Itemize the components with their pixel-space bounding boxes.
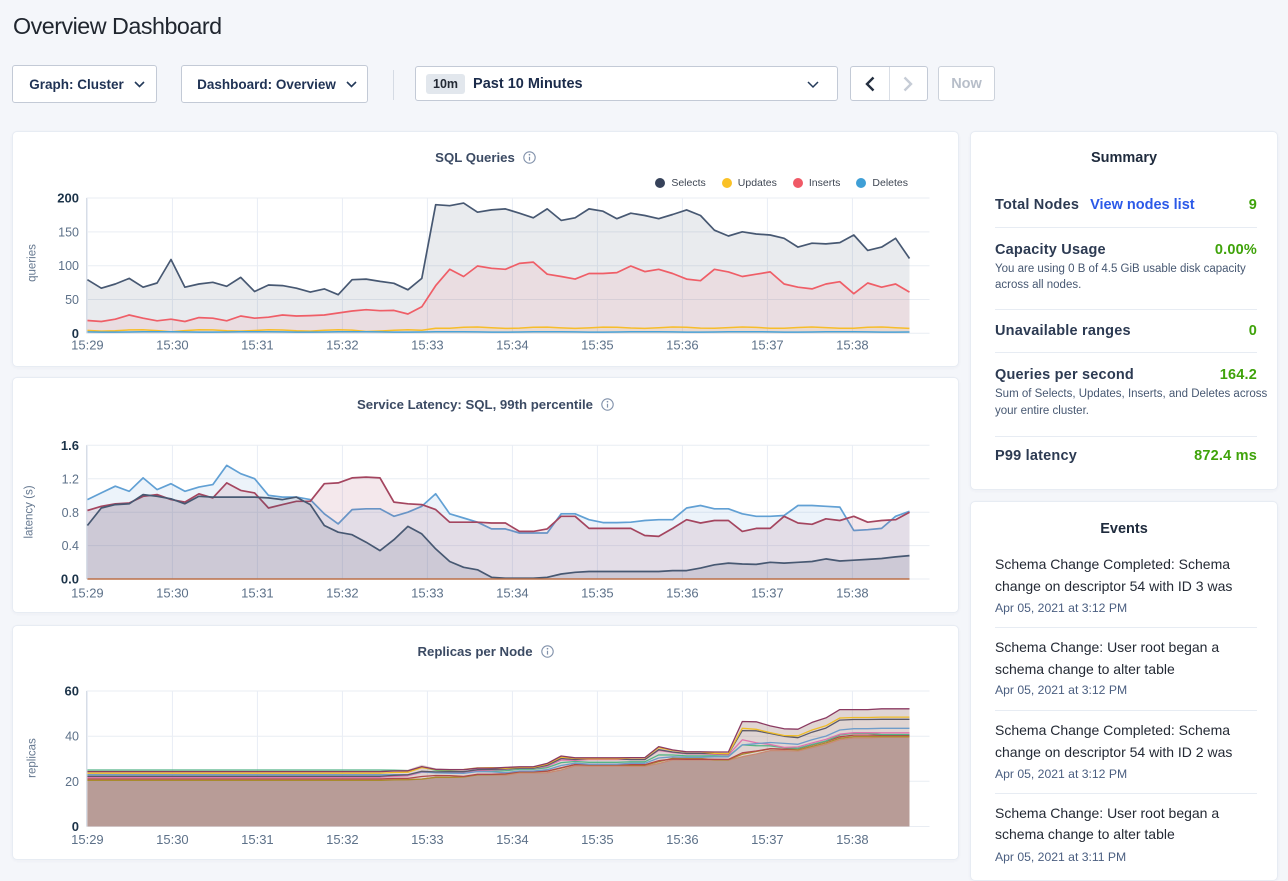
svg-text:15:37: 15:37 — [751, 586, 784, 601]
svg-text:15:35: 15:35 — [581, 586, 614, 601]
svg-text:15:35: 15:35 — [581, 832, 614, 847]
svg-text:15:38: 15:38 — [836, 586, 869, 601]
svg-text:replicas: replicas — [27, 738, 39, 778]
svg-text:15:36: 15:36 — [666, 586, 699, 601]
svg-text:15:33: 15:33 — [411, 338, 444, 353]
svg-text:15:34: 15:34 — [496, 338, 529, 353]
svg-text:15:32: 15:32 — [326, 832, 359, 847]
svg-text:15:30: 15:30 — [156, 586, 189, 601]
svg-text:15:34: 15:34 — [496, 832, 529, 847]
svg-text:15:33: 15:33 — [411, 832, 444, 847]
svg-text:15:33: 15:33 — [411, 586, 444, 601]
svg-text:100: 100 — [58, 259, 79, 273]
svg-text:15:29: 15:29 — [71, 832, 104, 847]
svg-text:0: 0 — [72, 819, 79, 834]
svg-text:15:36: 15:36 — [666, 338, 699, 353]
svg-text:15:30: 15:30 — [156, 832, 189, 847]
svg-text:15:29: 15:29 — [71, 338, 104, 353]
svg-text:1.6: 1.6 — [61, 438, 79, 453]
svg-text:15:34: 15:34 — [496, 586, 529, 601]
svg-text:15:30: 15:30 — [156, 338, 189, 353]
svg-text:15:38: 15:38 — [836, 832, 869, 847]
svg-text:0.4: 0.4 — [62, 539, 79, 553]
svg-text:40: 40 — [65, 730, 79, 744]
svg-text:latency (s): latency (s) — [24, 485, 36, 538]
svg-text:15:37: 15:37 — [751, 832, 784, 847]
svg-text:60: 60 — [65, 684, 79, 699]
svg-text:20: 20 — [65, 775, 79, 789]
svg-text:queries: queries — [27, 244, 39, 282]
svg-text:15:37: 15:37 — [751, 338, 784, 353]
svg-text:15:36: 15:36 — [666, 832, 699, 847]
svg-text:0.8: 0.8 — [62, 506, 79, 520]
svg-text:15:31: 15:31 — [241, 832, 274, 847]
svg-text:200: 200 — [57, 191, 79, 206]
svg-text:0.0: 0.0 — [61, 572, 79, 587]
svg-text:1.2: 1.2 — [62, 472, 79, 486]
svg-text:15:32: 15:32 — [326, 338, 359, 353]
svg-text:0: 0 — [72, 326, 79, 341]
svg-text:15:31: 15:31 — [241, 586, 274, 601]
svg-text:15:31: 15:31 — [241, 338, 274, 353]
svg-text:15:32: 15:32 — [326, 586, 359, 601]
svg-text:15:35: 15:35 — [581, 338, 614, 353]
svg-text:150: 150 — [58, 225, 79, 239]
svg-text:15:29: 15:29 — [71, 586, 104, 601]
svg-text:50: 50 — [65, 293, 79, 307]
svg-text:15:38: 15:38 — [836, 338, 869, 353]
